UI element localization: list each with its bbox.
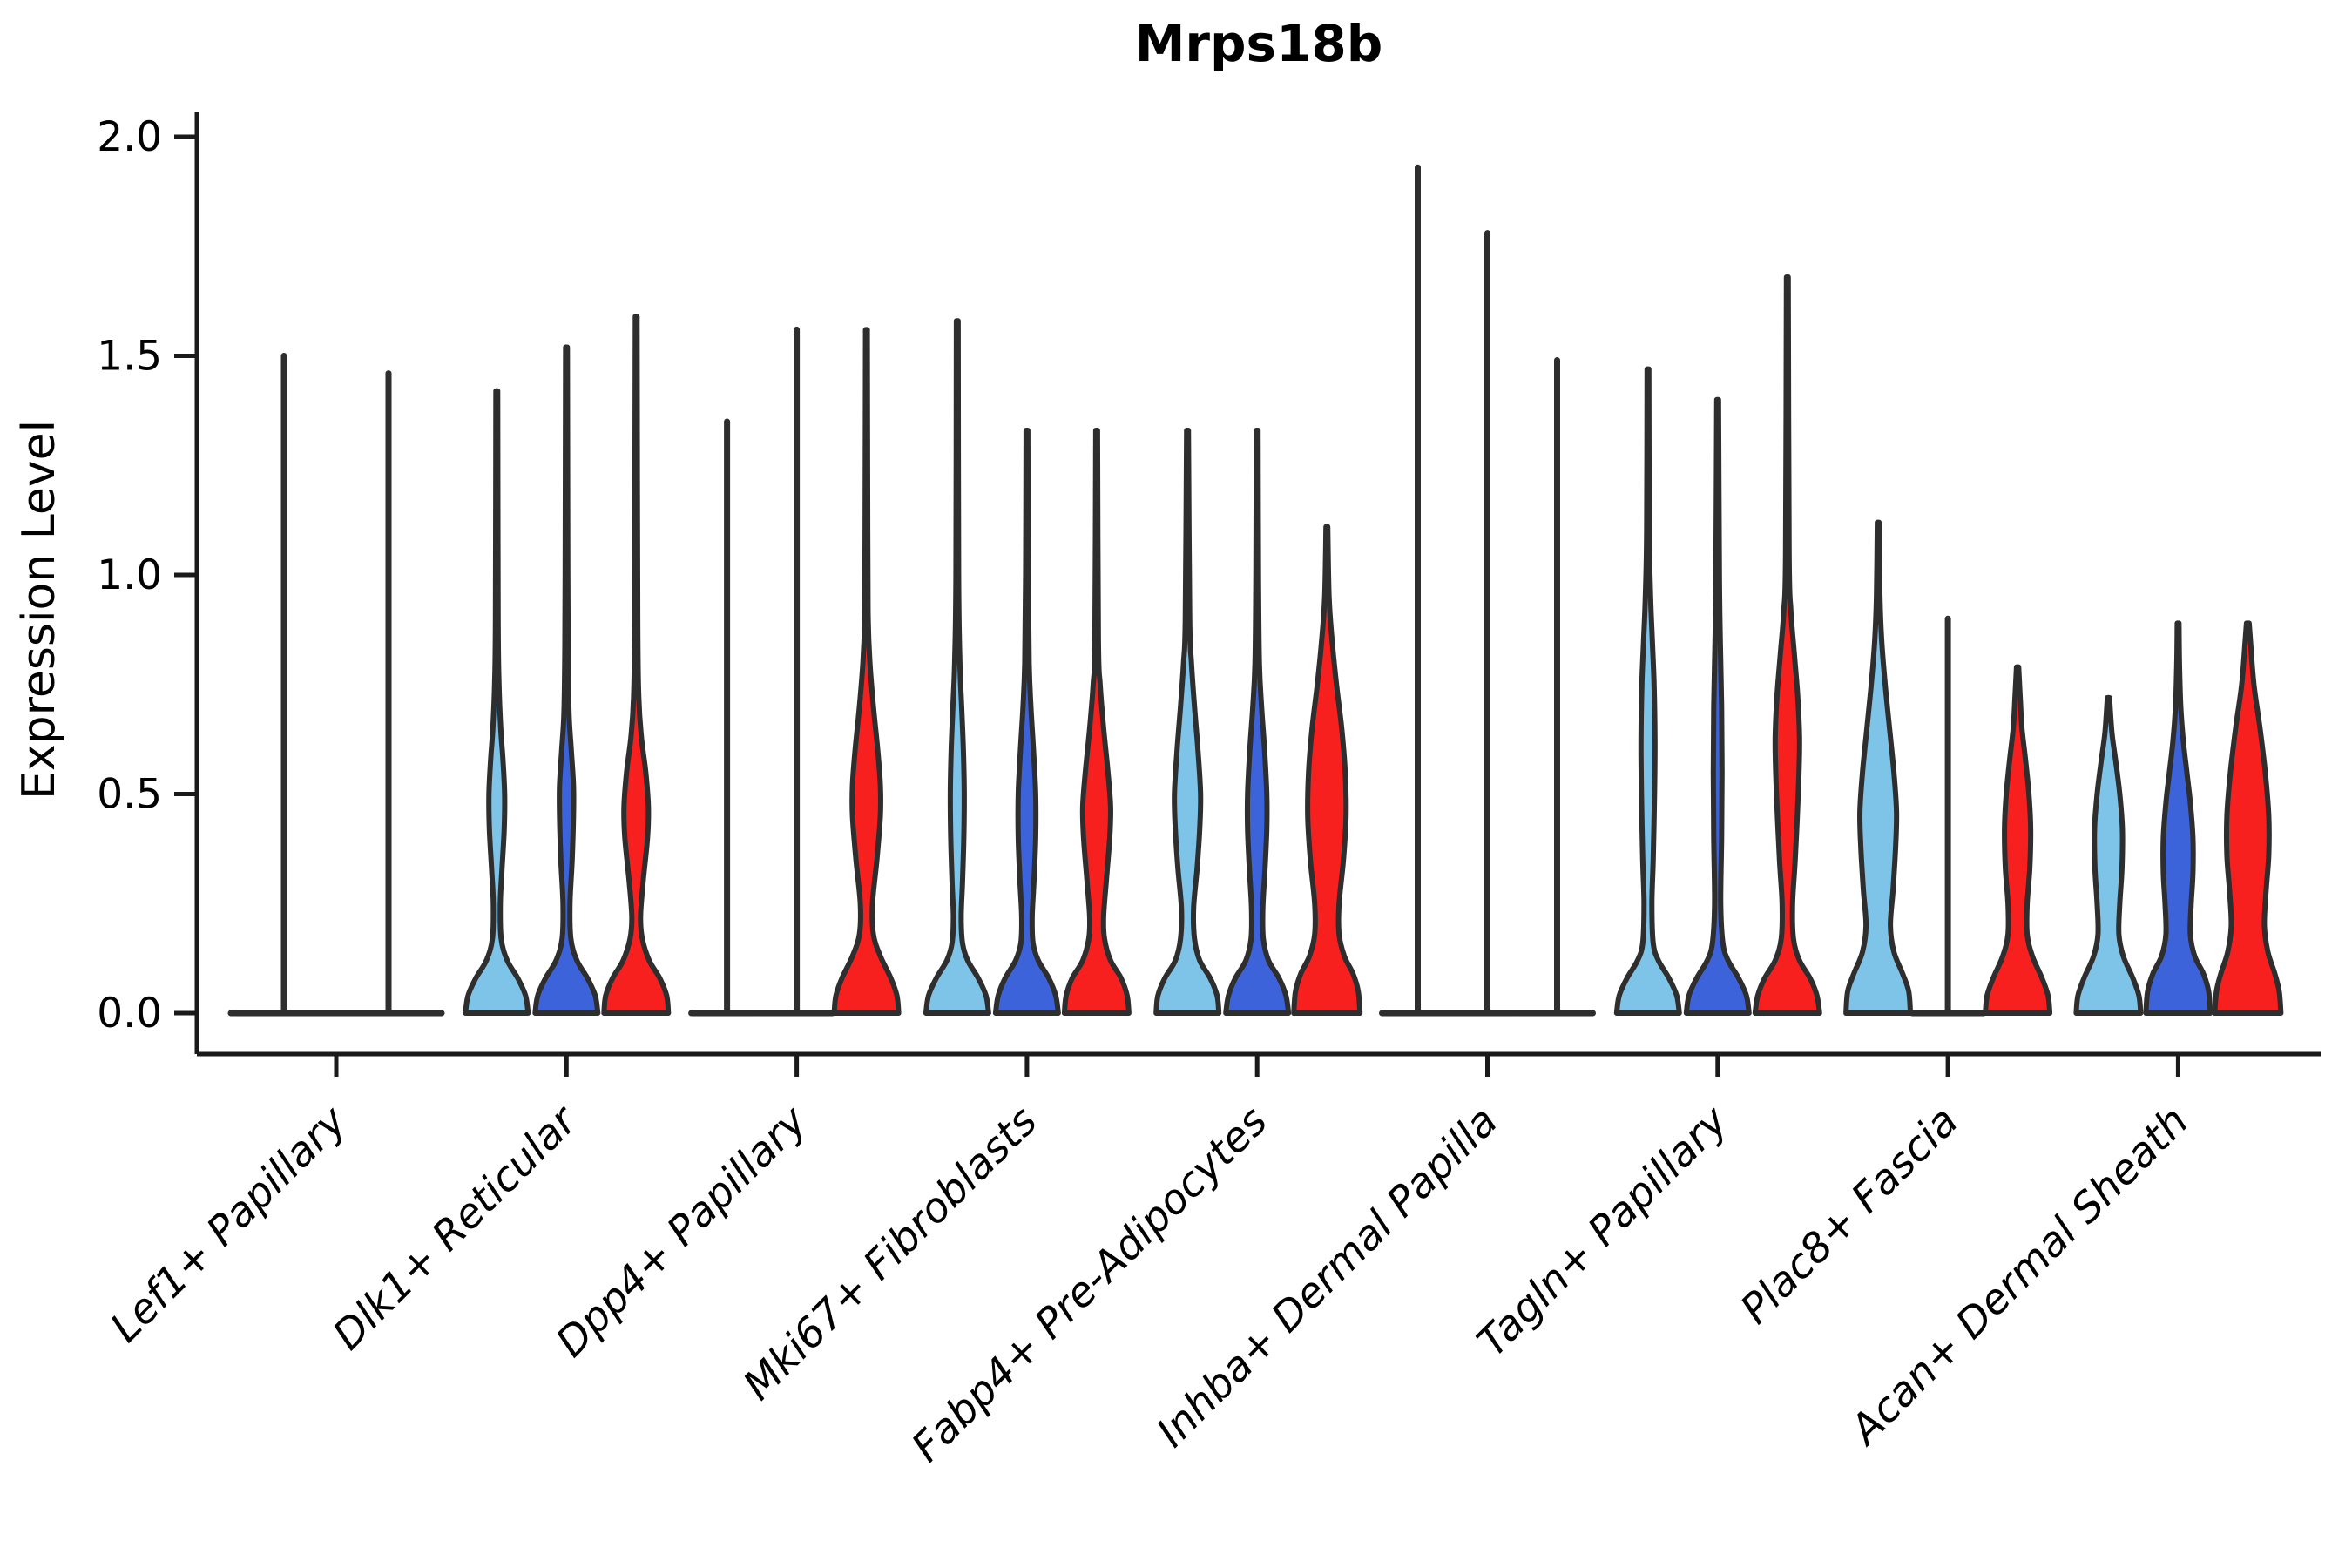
y-tick-label: 1.0	[97, 551, 162, 599]
violin-group	[923, 318, 1132, 1016]
y-tick-label: 0.5	[97, 771, 162, 819]
violin-body	[1153, 428, 1222, 1016]
violin-body	[1061, 428, 1132, 1016]
violin-group	[463, 314, 672, 1016]
violin-body	[831, 327, 902, 1016]
violin-group	[1843, 519, 2053, 1017]
x-tick-label: Tagln+ Papillary	[1469, 1097, 1739, 1367]
violin-group	[1153, 428, 1363, 1016]
violin-body	[992, 428, 1061, 1016]
violin-body	[1223, 428, 1292, 1016]
violin-body	[532, 344, 601, 1016]
violin-body	[2143, 620, 2213, 1016]
violin-body	[923, 318, 991, 1016]
violin-body	[1843, 519, 1914, 1016]
chart-title: Mrps18b	[1135, 14, 1383, 73]
violin-group	[2073, 620, 2284, 1016]
violin-body	[463, 388, 531, 1016]
violin-body	[2212, 620, 2284, 1016]
violin-group	[688, 326, 902, 1017]
y-tick-label: 2.0	[97, 113, 162, 161]
y-tick-label: 0.0	[97, 990, 162, 1037]
violin-layer	[227, 164, 2284, 1017]
violin-body	[1983, 664, 2053, 1016]
x-tick-label: Lef1+ Papillary	[101, 1097, 356, 1352]
violin-body	[1291, 524, 1363, 1016]
y-tick-label: 1.5	[97, 333, 162, 381]
violin-group	[1613, 274, 1822, 1016]
violin-group	[1379, 164, 1596, 1017]
violin-body	[2073, 694, 2144, 1016]
violin-group	[227, 353, 445, 1017]
violin-body	[1752, 274, 1822, 1016]
x-tick-label: Plac8+ Fascia	[1732, 1098, 1968, 1334]
x-tick-label: Dlk1+ Reticular	[324, 1096, 588, 1360]
x-tick-label: Dpp4+ Papillary	[547, 1097, 817, 1367]
violin-body	[1613, 366, 1682, 1016]
violin-body	[601, 314, 672, 1016]
y-axis-label: Expression Level	[13, 420, 65, 800]
violin-body	[1683, 396, 1752, 1016]
